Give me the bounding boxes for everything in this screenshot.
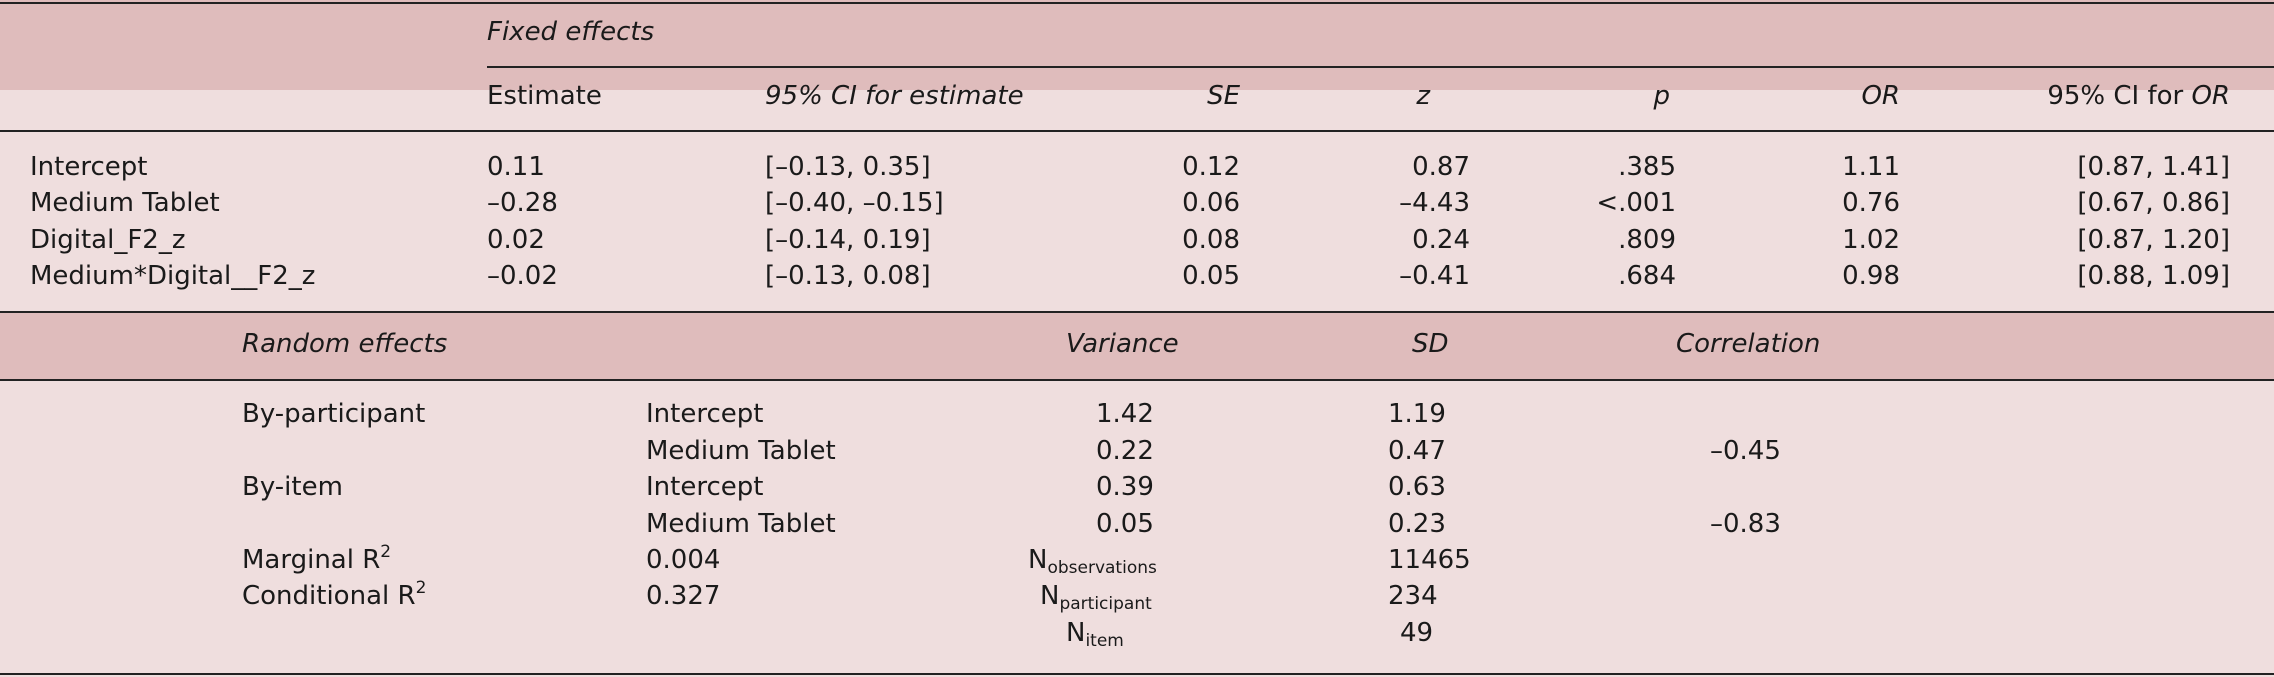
random-term: Medium Tablet: [646, 509, 836, 539]
fixed-z: 0.87: [1412, 152, 1470, 182]
fixed-effects-label: Fixed effects: [487, 17, 655, 47]
fixed-estimate: 0.02: [487, 225, 545, 255]
fixed-header-band: [0, 0, 2274, 90]
fixed-header-rule: [0, 130, 2274, 132]
fixed-z: –4.43: [1399, 188, 1470, 218]
fixed-se: 0.12: [1182, 152, 1240, 182]
random-term: Intercept: [646, 399, 764, 429]
fixed-se: 0.05: [1182, 261, 1240, 291]
random-sd: 0.63: [1388, 472, 1446, 502]
n-item-sub: item: [1085, 631, 1124, 651]
n-observations-value: 11465: [1388, 545, 1471, 575]
fixed-ci-or: [0.67, 0.86]: [2077, 188, 2230, 218]
n-participant-sub: participant: [1059, 594, 1152, 614]
col-p: p: [1653, 81, 1670, 111]
col-ci-estimate: 95% CI for estimate: [765, 81, 1024, 111]
fixed-ci: [–0.13, 0.08]: [765, 261, 931, 291]
random-variance: 0.05: [1096, 509, 1154, 539]
random-variance: 1.42: [1096, 399, 1154, 429]
random-term: Intercept: [646, 472, 764, 502]
n-participant-main: N: [1040, 581, 1060, 611]
marginal-r2-value: 0.004: [646, 545, 721, 575]
fixed-ci: [–0.40, –0.15]: [765, 188, 944, 218]
n-item-label: Nitem: [1066, 615, 1124, 651]
random-sd: 0.47: [1388, 436, 1446, 466]
random-term: Medium Tablet: [646, 436, 836, 466]
fixed-body-band: [0, 90, 2274, 312]
conditional-r2-value: 0.327: [646, 581, 721, 611]
fixed-p: .684: [1618, 261, 1676, 291]
fixed-term: Intercept: [30, 152, 148, 182]
n-observations-sub: observations: [1047, 558, 1157, 578]
fixed-ci-or: [0.87, 1.20]: [2077, 225, 2230, 255]
n-observations-label: Nobservations: [1028, 542, 1157, 578]
conditional-r2-sup: 2: [415, 578, 427, 598]
random-body-band: [0, 380, 2274, 677]
col-or: OR: [1861, 81, 1900, 111]
section-divider-rule: [0, 311, 2274, 313]
random-variance: 0.22: [1096, 436, 1154, 466]
random-group: By-item: [242, 472, 343, 502]
col-ci-or: 95% CI for OR: [1960, 78, 2230, 114]
fixed-z: 0.24: [1412, 225, 1470, 255]
fixed-or: 0.98: [1842, 261, 1900, 291]
fixed-p: <.001: [1596, 188, 1676, 218]
random-sd: 1.19: [1388, 399, 1446, 429]
n-item-main: N: [1066, 618, 1086, 648]
fixed-ci: [–0.13, 0.35]: [765, 152, 931, 182]
marginal-r2-label: Marginal R2: [242, 542, 391, 578]
fixed-or: 1.11: [1842, 152, 1900, 182]
bottom-rule: [0, 673, 2274, 675]
n-participant-label: Nparticipant: [1040, 578, 1152, 614]
fixed-or: 0.76: [1842, 188, 1900, 218]
top-rule: [0, 2, 2274, 4]
col-ci-or-prefix: 95% CI for: [2047, 81, 2192, 111]
col-estimate: Estimate: [487, 81, 602, 111]
fixed-ci-or: [0.87, 1.41]: [2077, 152, 2230, 182]
n-item-value: 49: [1400, 618, 1434, 648]
col-variance: Variance: [1066, 329, 1179, 359]
conditional-r2-label: Conditional R2: [242, 578, 426, 614]
fixed-se: 0.06: [1182, 188, 1240, 218]
fixed-term: Medium Tablet: [30, 188, 220, 218]
col-ci-or-suffix: OR: [2191, 81, 2230, 111]
fixed-se: 0.08: [1182, 225, 1240, 255]
marginal-r2-sup: 2: [380, 542, 392, 562]
fixed-estimate: 0.11: [487, 152, 545, 182]
fixed-ci-or: [0.88, 1.09]: [2077, 261, 2230, 291]
col-sd: SD: [1412, 329, 1449, 359]
fixed-term: Medium*Digital__F2_z: [30, 261, 316, 291]
fixed-p: .809: [1618, 225, 1676, 255]
fixed-p: .385: [1618, 152, 1676, 182]
random-corr: –0.83: [1710, 509, 1781, 539]
random-group: By-participant: [242, 399, 426, 429]
random-header-band: [0, 312, 2274, 380]
fixed-z: –0.41: [1399, 261, 1470, 291]
col-se: SE: [1207, 81, 1240, 111]
conditional-r2-text: Conditional R: [242, 581, 416, 611]
random-variance: 0.39: [1096, 472, 1154, 502]
random-effects-label: Random effects: [242, 329, 448, 359]
fixed-span-rule: [487, 66, 2274, 68]
random-header-rule: [0, 379, 2274, 381]
fixed-or: 1.02: [1842, 225, 1900, 255]
fixed-estimate: –0.02: [487, 261, 558, 291]
col-correlation: Correlation: [1676, 329, 1821, 359]
fixed-term: Digital_F2_z: [30, 225, 186, 255]
random-sd: 0.23: [1388, 509, 1446, 539]
fixed-estimate: –0.28: [487, 188, 558, 218]
col-z: z: [1416, 81, 1430, 111]
random-corr: –0.45: [1710, 436, 1781, 466]
marginal-r2-text: Marginal R: [242, 545, 381, 575]
fixed-ci: [–0.14, 0.19]: [765, 225, 931, 255]
n-participant-value: 234: [1388, 581, 1438, 611]
n-observations-main: N: [1028, 545, 1048, 575]
